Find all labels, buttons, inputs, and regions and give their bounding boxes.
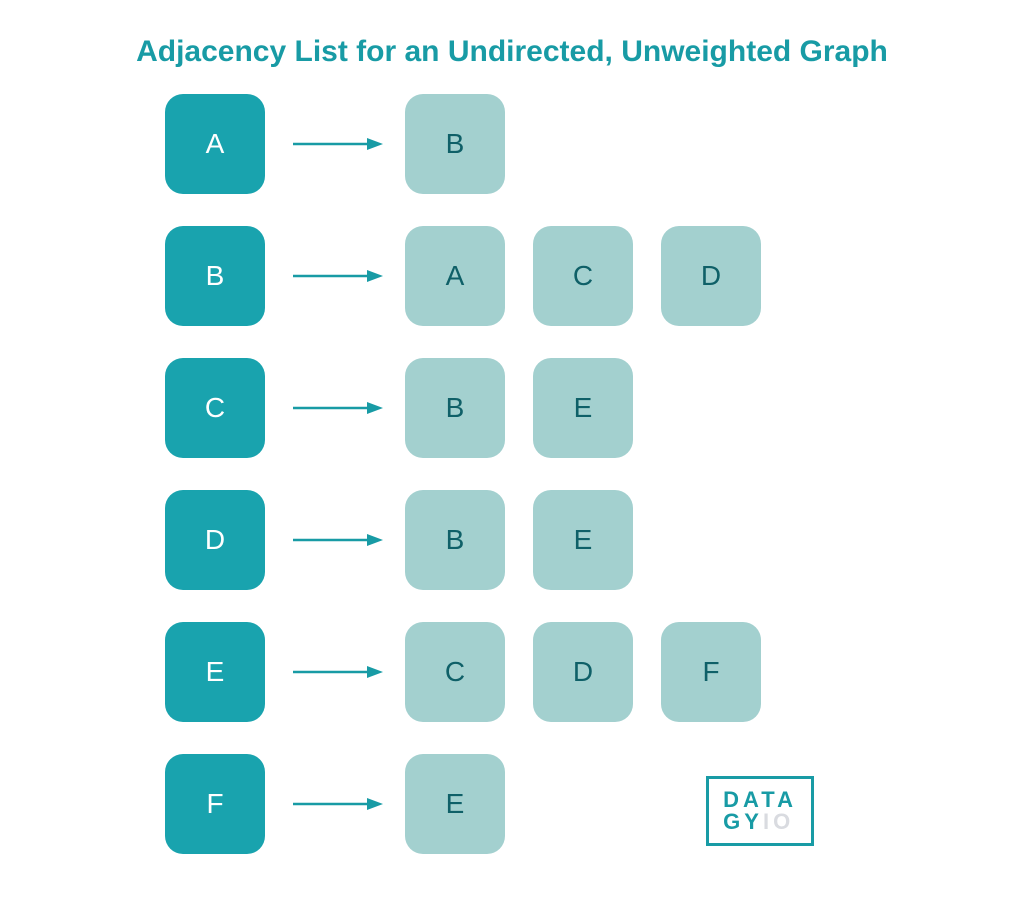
adjacency-diagram: A B B A C D C B E D B E E C D: [0, 94, 1024, 854]
arrow-icon: [293, 754, 383, 854]
logo-line1: DATA: [723, 789, 797, 811]
arrow-icon: [293, 490, 383, 590]
logo-prefix: GY: [723, 809, 763, 834]
adjacency-row: E C D F: [165, 622, 1024, 722]
neighbor-node: D: [533, 622, 633, 722]
source-node: A: [165, 94, 265, 194]
neighbor-node: D: [661, 226, 761, 326]
datagy-logo: DATA GYIO: [706, 776, 814, 846]
source-node: C: [165, 358, 265, 458]
neighbor-node: C: [533, 226, 633, 326]
neighbor-node: F: [661, 622, 761, 722]
arrow-icon: [293, 94, 383, 194]
adjacency-row: D B E: [165, 490, 1024, 590]
adjacency-row: C B E: [165, 358, 1024, 458]
source-node: F: [165, 754, 265, 854]
logo-line2: GYIO: [723, 811, 797, 833]
neighbor-node: E: [405, 754, 505, 854]
neighbor-node: C: [405, 622, 505, 722]
adjacency-row: A B: [165, 94, 1024, 194]
neighbor-node: B: [405, 358, 505, 458]
source-node: E: [165, 622, 265, 722]
source-node: D: [165, 490, 265, 590]
source-node: B: [165, 226, 265, 326]
neighbor-node: B: [405, 490, 505, 590]
logo-suffix: IO: [763, 809, 794, 834]
page-title: Adjacency List for an Undirected, Unweig…: [0, 0, 1024, 94]
arrow-icon: [293, 622, 383, 722]
arrow-icon: [293, 358, 383, 458]
adjacency-row: F E: [165, 754, 1024, 854]
neighbor-node: E: [533, 358, 633, 458]
neighbor-node: B: [405, 94, 505, 194]
neighbor-node: A: [405, 226, 505, 326]
adjacency-row: B A C D: [165, 226, 1024, 326]
arrow-icon: [293, 226, 383, 326]
neighbor-node: E: [533, 490, 633, 590]
